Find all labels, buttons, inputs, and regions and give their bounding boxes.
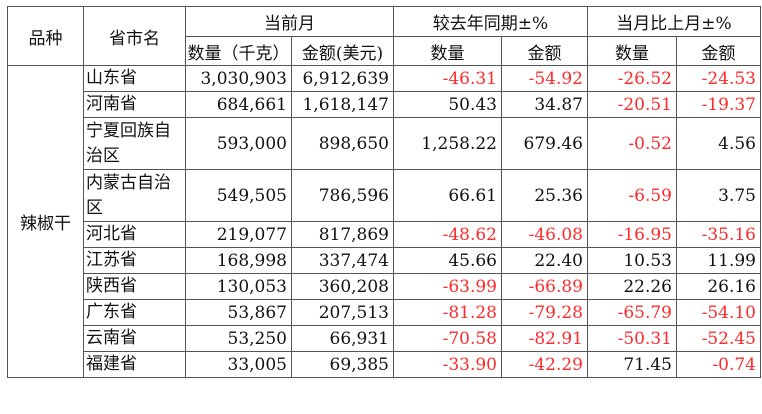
province-cell: 宁夏回族自治区 [83,117,186,170]
mom-qty-cell: -26.52 [587,65,677,92]
mom-qty-cell: 22.26 [587,273,677,300]
mom-amt-cell: -35.16 [676,221,761,248]
header-yoy-qty: 数量 [393,36,502,66]
yoy-qty-cell: 66.61 [393,169,502,222]
mom-qty-cell: -50.31 [587,325,677,352]
mom-qty-cell: -6.59 [587,169,677,222]
header-yoy-amt: 金额 [501,36,588,66]
yoy-amt-cell: 679.46 [501,117,588,170]
yoy-amt-cell: 25.36 [501,169,588,222]
yoy-amt-cell: 22.40 [501,247,588,274]
province-cell: 山东省 [83,65,186,92]
qty-cell: 130,053 [185,273,292,300]
province-cell: 江苏省 [83,247,186,274]
table-row: 内蒙古自治区 549,505 786,596 66.61 25.36 -6.59 3.75 [8,169,761,222]
table-row: 辣椒干 山东省 3,030,903 6,912,639 -46.31 -54.92 -26.… [7,65,761,378]
province-cell: 福建省 [83,351,186,378]
qty-cell: 593,000 [185,117,292,170]
yoy-qty-cell: -81.28 [393,299,502,326]
yoy-amt-cell: -46.08 [501,221,588,248]
province-cell: 陕西省 [83,273,186,300]
table-body: 辣椒干 山东省 3,030,903 6,912,639 -46.31 -54.92 -26.… [7,65,761,378]
qty-cell: 549,505 [185,169,292,222]
mom-amt-cell: 26.16 [676,273,761,300]
qty-cell: 684,661 [185,91,292,118]
qty-cell: 33,005 [185,351,292,378]
mom-amt-cell: -19.37 [676,91,761,118]
yoy-qty-cell: 50.43 [393,91,502,118]
mom-amt-cell: -0.74 [676,351,761,378]
province-cell: 云南省 [83,325,186,352]
mom-amt-cell: -24.53 [676,65,761,92]
mom-amt-cell: 11.99 [676,247,761,274]
yoy-qty-cell: 45.66 [393,247,502,274]
amt-cell: 898,650 [291,117,394,170]
mom-amt-cell: 3.75 [676,169,761,222]
province-cell: 河北省 [83,221,186,248]
yoy-qty-cell: -70.58 [393,325,502,352]
yoy-amt-cell: 34.87 [501,91,588,118]
table-row: 福建省 33,005 69,385 -33.90 -42.29 71.45 -0.74 [8,351,761,378]
amt-cell: 69,385 [291,351,394,378]
header-qty-kg: 数量（千克） [185,36,292,66]
table-header: 品种 省市名 当前月 较去年同期±% 当月比上月±% 数量（千克） 金额(美元)… [7,6,761,66]
table-row: 陕西省 130,053 360,208 -63.99 -66.89 22.26 26.16 [8,273,761,300]
table-container: 品种 省市名 当前月 较去年同期±% 当月比上月±% 数量（千克） 金额(美元)… [7,6,761,378]
yoy-amt-cell: -82.91 [501,325,588,352]
yoy-qty-cell: -63.99 [393,273,502,300]
mom-qty-cell: 71.45 [587,351,677,378]
table-row: 云南省 53,250 66,931 -70.58 -82.91 -50.31 -52.45 [8,325,761,352]
qty-cell: 53,867 [185,299,292,326]
qty-cell: 53,250 [185,325,292,352]
yoy-qty-cell: -46.31 [393,65,502,92]
mom-qty-cell: -20.51 [587,91,677,118]
amt-cell: 360,208 [291,273,394,300]
mom-qty-cell: -0.52 [587,117,677,170]
yoy-qty-cell: 1,258.22 [393,117,502,170]
amt-cell: 66,931 [291,325,394,352]
amt-cell: 786,596 [291,169,394,222]
table-row: 广东省 53,867 207,513 -81.28 -79.28 -65.79 -54.10 [8,299,761,326]
amt-cell: 6,912,639 [291,65,394,92]
mom-qty-cell: 10.53 [587,247,677,274]
yoy-amt-cell: -66.89 [501,273,588,300]
amt-cell: 1,618,147 [291,91,394,118]
mom-qty-cell: -65.79 [587,299,677,326]
qty-cell: 168,998 [185,247,292,274]
province-cell: 河南省 [83,91,186,118]
header-amt-usd: 金额(美元) [291,36,394,66]
mom-qty-cell: -16.95 [587,221,677,248]
header-province: 省市名 [83,6,186,66]
header-current-month: 当前月 [185,6,394,37]
yoy-amt-cell: -79.28 [501,299,588,326]
table-row: 江苏省 168,998 337,474 45.66 22.40 10.53 11.99 [8,247,761,274]
yoy-qty-cell: -33.90 [393,351,502,378]
header-mom: 当月比上月±% [587,6,761,37]
amt-cell: 337,474 [291,247,394,274]
header-mom-amt: 金额 [676,36,761,66]
mom-amt-cell: 4.56 [676,117,761,170]
header-category: 品种 [7,6,84,66]
mom-amt-cell: -54.10 [676,299,761,326]
header-mom-qty: 数量 [587,36,677,66]
yoy-amt-cell: -54.92 [501,65,588,92]
yoy-amt-cell: -42.29 [501,351,588,378]
yoy-qty-cell: -48.62 [393,221,502,248]
mom-amt-cell: -52.45 [676,325,761,352]
header-yoy: 较去年同期±% [393,6,588,37]
province-cell: 广东省 [83,299,186,326]
category-cell: 辣椒干 [7,65,84,378]
amt-cell: 207,513 [291,299,394,326]
table-row: 河南省 684,661 1,618,147 50.43 34.87 -20.51 -19.3… [8,91,761,118]
table-row: 河北省 219,077 817,869 -48.62 -46.08 -16.95 -35.1… [8,221,761,248]
province-cell: 内蒙古自治区 [83,169,186,222]
table-row: 宁夏回族自治区 593,000 898,650 1,258.22 679.46 -0.52… [8,117,761,170]
qty-cell: 219,077 [185,221,292,248]
pepper-export-table: 品种 省市名 当前月 较去年同期±% 当月比上月±% 数量（千克） 金额(美元)… [7,6,761,378]
amt-cell: 817,869 [291,221,394,248]
qty-cell: 3,030,903 [185,65,292,92]
